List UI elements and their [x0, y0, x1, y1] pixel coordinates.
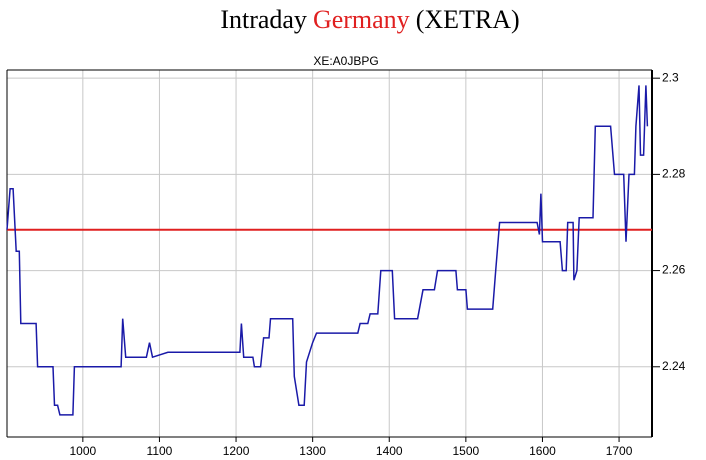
chart-title: Intraday Germany (XETRA) — [220, 5, 519, 34]
x-tick-label: 1700 — [606, 444, 633, 458]
y-tick-label: 2.26 — [662, 263, 686, 277]
y-tick-label: 2.24 — [662, 359, 686, 373]
x-tick-label: 1600 — [529, 444, 556, 458]
x-tick-label: 1500 — [453, 444, 480, 458]
y-tick-label: 2.3 — [662, 70, 679, 84]
title-part: Intraday — [220, 5, 307, 34]
x-tick-label: 1100 — [147, 444, 173, 458]
x-tick-label: 1300 — [299, 444, 326, 458]
chart-subtitle: XE:A0JBPG — [313, 54, 378, 68]
title-part: (XETRA) — [416, 5, 520, 34]
x-tick-label: 1000 — [69, 444, 96, 458]
price-line — [6, 85, 649, 416]
x-tick-label: 1200 — [223, 444, 250, 458]
y-tick-label: 2.28 — [662, 167, 686, 181]
plot-area — [7, 70, 652, 437]
x-tick-label: 1400 — [376, 444, 403, 458]
title-part: Germany — [313, 5, 410, 34]
